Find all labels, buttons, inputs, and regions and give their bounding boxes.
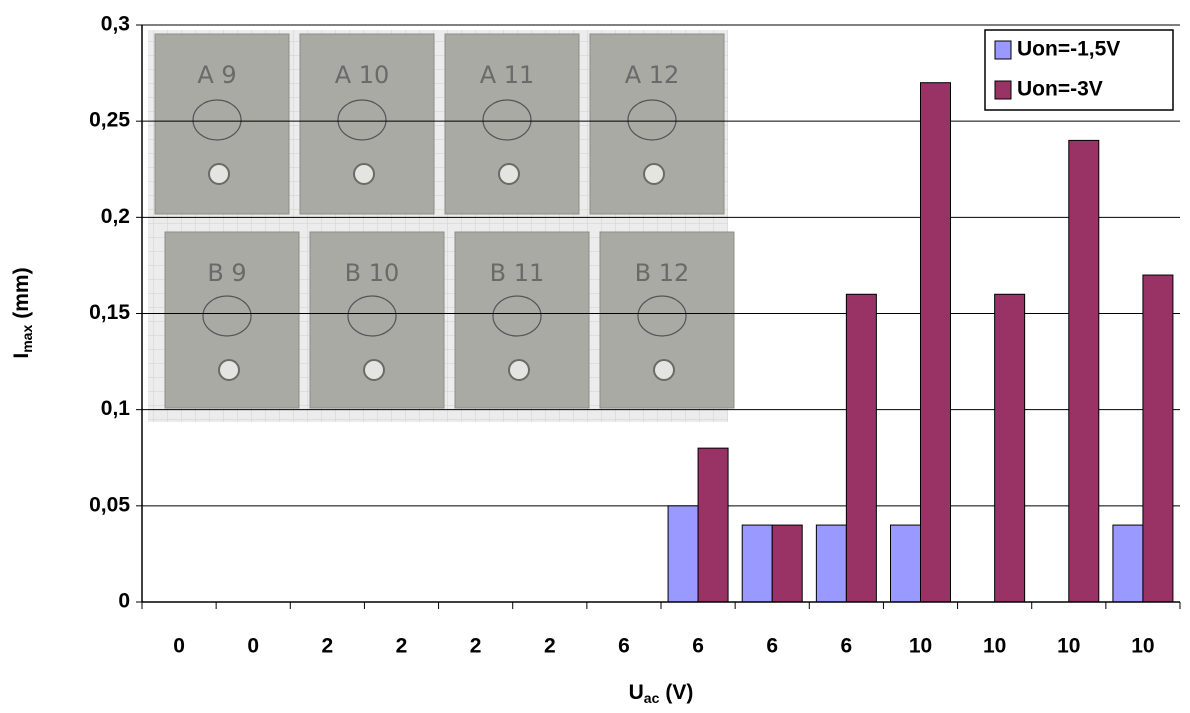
bar: [772, 525, 802, 602]
legend-label: Uon=-1,5V: [1017, 38, 1120, 61]
bar: [668, 506, 698, 602]
bar: [698, 448, 728, 602]
x-tick-label: 0: [173, 635, 185, 658]
bar: [921, 83, 951, 602]
x-tick-label: 2: [396, 635, 408, 658]
y-tick-label: 0,2: [101, 205, 130, 228]
x-axis-title-main: U: [629, 681, 644, 704]
y-tick-label: 0,15: [89, 301, 130, 324]
legend: Uon=-1,5V Uon=-3V: [985, 30, 1173, 110]
plate-label: B 11: [490, 259, 545, 287]
x-tick-label: 2: [470, 635, 482, 658]
plate-label: A 10: [335, 61, 390, 89]
plate-label: A 9: [197, 61, 236, 89]
x-tick-label: 6: [692, 635, 704, 658]
x-axis-title-unit: (V): [665, 681, 693, 704]
plate-label: B 10: [345, 259, 400, 287]
x-tick-label: 2: [544, 635, 556, 658]
legend-swatch: [995, 41, 1011, 59]
y-axis-title-unit: (mm): [10, 267, 33, 318]
chart: A 9 A 10 A 11 A 12 B 9 B 10 B 11 B 12 Uon=-1,5V…: [0, 0, 1190, 713]
y-axis-title-sub: max: [19, 325, 35, 353]
plate-label: A 11: [480, 61, 535, 89]
x-axis-title: Uac (V): [629, 681, 694, 706]
plate-hole: [644, 164, 664, 184]
bar: [1113, 525, 1143, 602]
bar: [846, 294, 876, 602]
x-tick-label: 10: [909, 635, 932, 658]
legend-swatch: [995, 81, 1011, 99]
x-tick-label: 2: [322, 635, 334, 658]
x-tick-label: 6: [841, 635, 853, 658]
plate-label: A 12: [625, 61, 680, 89]
plate-hole: [364, 360, 384, 380]
y-axis-title: Imax(mm): [10, 267, 35, 358]
x-tick-label: 10: [1131, 635, 1154, 658]
bar: [742, 525, 772, 602]
bar: [995, 294, 1025, 602]
x-tick-label: 6: [766, 635, 778, 658]
plate-hole: [354, 164, 374, 184]
x-axis-title-sub: ac: [644, 690, 660, 706]
plate-hole: [219, 360, 239, 380]
y-tick-label: 0,1: [101, 397, 131, 420]
y-tick-label: 0,25: [89, 109, 130, 132]
bar: [1069, 140, 1099, 602]
y-tick-label: 0,05: [89, 493, 130, 516]
plate-hole: [654, 360, 674, 380]
plate-label: B 9: [207, 259, 246, 287]
plate-hole: [499, 164, 519, 184]
bar: [891, 525, 921, 602]
x-tick-label: 10: [983, 635, 1006, 658]
plate-hole: [509, 360, 529, 380]
y-tick-label: 0: [118, 590, 130, 613]
legend-label: Uon=-3V: [1017, 78, 1103, 101]
plate-hole: [209, 164, 229, 184]
plate-label: B 12: [635, 259, 690, 287]
y-tick-label: 0,3: [101, 13, 130, 36]
bar: [1143, 275, 1173, 602]
bar: [816, 525, 846, 602]
inset-photo: A 9 A 10 A 11 A 12 B 9 B 10 B 11 B 12: [148, 30, 734, 422]
x-tick-label: 10: [1057, 635, 1080, 658]
x-tick-label: 0: [247, 635, 259, 658]
x-tick-label: 6: [618, 635, 630, 658]
